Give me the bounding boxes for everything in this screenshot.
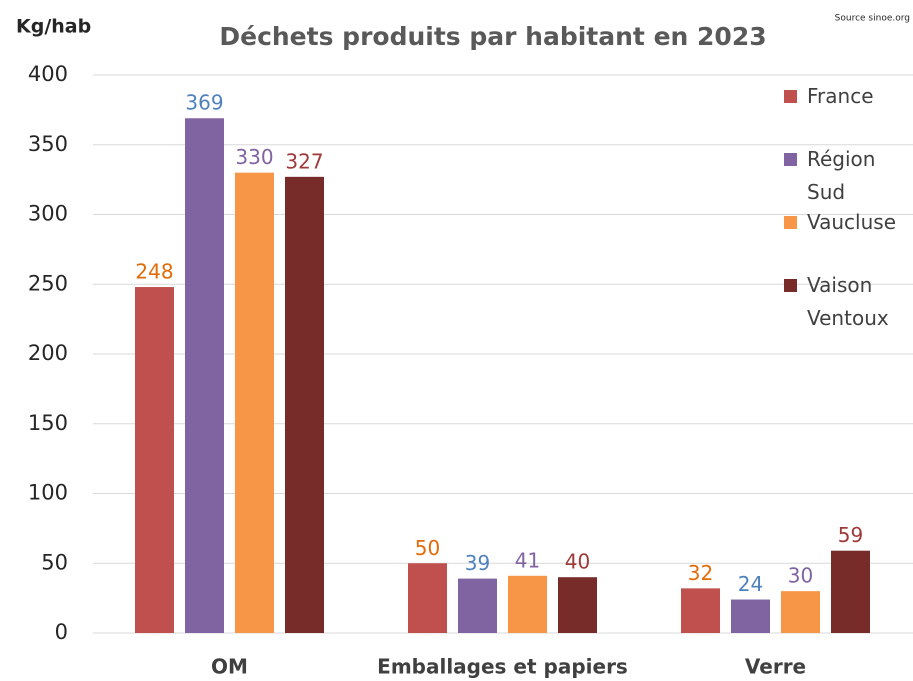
bar bbox=[135, 287, 174, 633]
bar bbox=[781, 591, 820, 633]
bar bbox=[235, 172, 274, 633]
bar bbox=[458, 578, 497, 633]
legend-label: France bbox=[807, 84, 874, 108]
x-tick-label: OM bbox=[211, 655, 248, 679]
y-tick-label: 100 bbox=[28, 481, 68, 505]
x-tick-label: Emballages et papiers bbox=[377, 655, 628, 679]
source: Source sinoe.org bbox=[835, 14, 910, 24]
y-axis-label: Kg/hab bbox=[16, 16, 91, 38]
y-tick-label: 400 bbox=[28, 62, 68, 86]
legend-swatch bbox=[784, 153, 797, 166]
bar bbox=[558, 577, 597, 633]
data-label: 50 bbox=[415, 536, 440, 560]
legend-swatch bbox=[784, 216, 797, 229]
data-label: 248 bbox=[135, 260, 173, 284]
legend-swatch bbox=[784, 90, 797, 103]
data-label: 369 bbox=[185, 91, 223, 115]
data-label: 41 bbox=[515, 548, 540, 572]
y-tick-label: 200 bbox=[28, 341, 68, 365]
legend-label: Région Sud bbox=[807, 147, 876, 204]
x-tick-label: Verre bbox=[745, 655, 806, 679]
y-tick-label: 50 bbox=[41, 550, 68, 574]
bar bbox=[681, 588, 720, 633]
data-label: 330 bbox=[235, 145, 273, 169]
data-label: 24 bbox=[738, 572, 763, 596]
legend-swatch bbox=[784, 279, 797, 292]
bar bbox=[731, 599, 770, 633]
bar bbox=[185, 118, 224, 634]
bar bbox=[408, 563, 447, 633]
chart-title: Déchets produits par habitant en 2023 bbox=[219, 22, 766, 51]
data-label: 39 bbox=[465, 551, 490, 575]
y-tick-label: 150 bbox=[28, 411, 68, 435]
data-label: 59 bbox=[838, 523, 863, 547]
y-tick-label: 350 bbox=[28, 132, 68, 156]
legend-label: Vaison Ventoux bbox=[807, 273, 889, 330]
y-tick-label: 0 bbox=[55, 620, 68, 644]
bar bbox=[831, 550, 870, 633]
data-label: 327 bbox=[285, 149, 323, 173]
bar bbox=[508, 575, 547, 633]
bar bbox=[285, 176, 324, 633]
data-label: 32 bbox=[688, 561, 713, 585]
legend-label: Vaucluse bbox=[807, 210, 897, 234]
data-label: 40 bbox=[565, 550, 590, 574]
y-tick-label: 250 bbox=[28, 271, 68, 295]
y-tick-label: 300 bbox=[28, 202, 68, 226]
data-label: 30 bbox=[788, 564, 813, 588]
